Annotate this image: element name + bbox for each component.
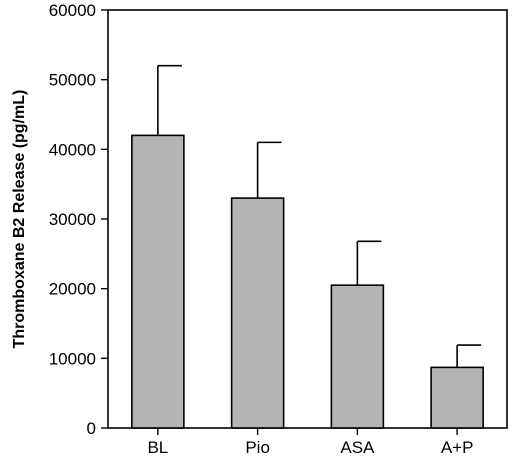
y-tick-label-3: 30000 bbox=[49, 210, 96, 229]
plot-area: 0 10000 20000 30000 40000 50000 60000 BL Pio ASA A… bbox=[49, 1, 508, 457]
x-tick-label-A+P: A+P bbox=[441, 438, 474, 457]
y-tick-label-6: 60000 bbox=[49, 1, 96, 20]
bar-A+P bbox=[430, 366, 484, 429]
y-axis-title: Thromboxane B2 Release (pg/mL) bbox=[11, 90, 28, 349]
x-tick-label-Pio: Pio bbox=[245, 438, 270, 457]
bar-Pio bbox=[230, 197, 285, 429]
x-tick-label-BL: BL bbox=[147, 438, 168, 457]
y-tick-label-0: 0 bbox=[87, 419, 96, 438]
y-tick-label-4: 40000 bbox=[49, 140, 96, 159]
bar-BL bbox=[131, 134, 185, 429]
bar-ASA bbox=[330, 284, 385, 429]
x-tick-label-ASA: ASA bbox=[340, 438, 375, 457]
y-tick-label-2: 20000 bbox=[49, 280, 96, 299]
y-tick-label-1: 10000 bbox=[49, 349, 96, 368]
y-tick-label-5: 50000 bbox=[49, 71, 96, 90]
